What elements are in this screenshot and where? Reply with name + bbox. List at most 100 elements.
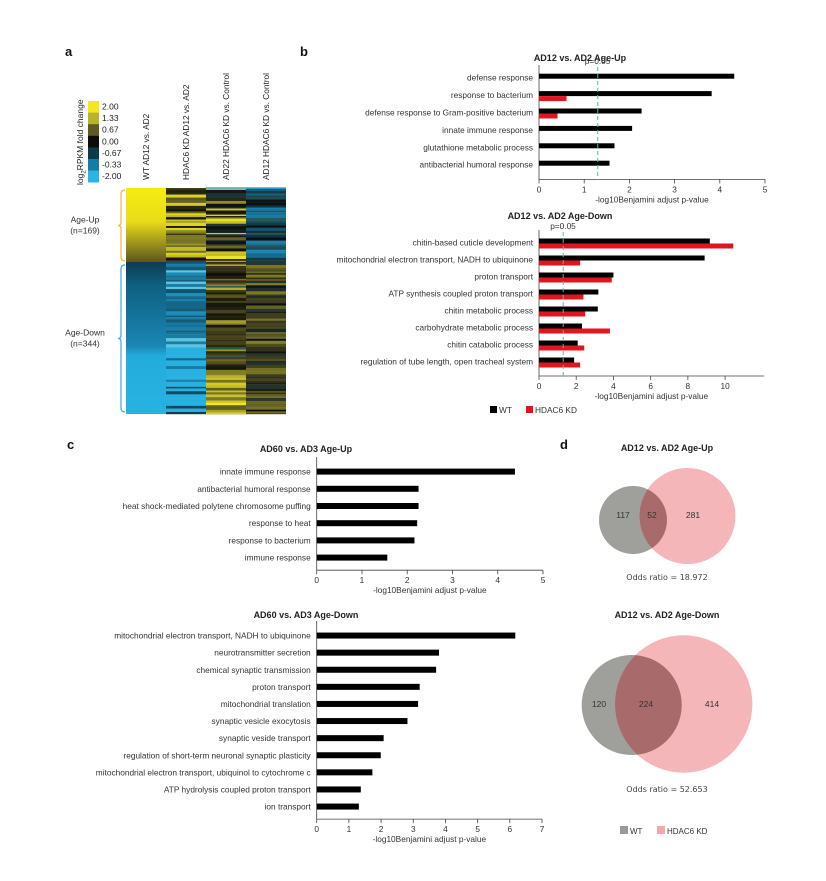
heatmap-row-stripe <box>246 214 286 218</box>
x-tick-label: 5 <box>475 824 480 834</box>
heatmap-row-stripe <box>206 232 246 235</box>
bar-hdac6-kd <box>539 362 581 368</box>
heatmap-row-stripe <box>166 247 206 251</box>
category-label: chitin catabolic process <box>447 340 533 350</box>
heatmap-row-stripe <box>166 368 206 373</box>
heatmap-row-stripe <box>246 199 286 203</box>
heatmap-row-stripe <box>166 375 206 378</box>
heatmap-row-stripe <box>166 383 206 386</box>
heatmap-row-stripe <box>166 222 206 227</box>
heatmap-row-stripe <box>206 295 246 299</box>
heatmap-row-stripe <box>206 299 246 302</box>
heatmap-row-stripe <box>166 217 206 220</box>
legend-swatch-wt <box>490 406 497 413</box>
venn-count-hdac6kd-only: 281 <box>686 510 700 520</box>
heatmap-row-stripe <box>166 322 206 325</box>
heatmap-row-stripe <box>166 219 206 221</box>
bar-wt <box>539 272 614 278</box>
category-label: regulation of tube length, open tracheal… <box>360 357 533 367</box>
category-label: immune response <box>245 553 311 563</box>
heatmap-row-stripe <box>206 192 246 197</box>
x-tick-label: 5 <box>763 184 768 194</box>
heatmap-row-stripe <box>246 341 286 344</box>
heatmap-row-stripe <box>206 234 246 236</box>
heatmap-row-stripe <box>206 355 246 358</box>
heatmap-row-stripe <box>246 371 286 375</box>
heatmap-row-stripe <box>246 210 286 213</box>
heatmap-row-stripe <box>246 303 286 306</box>
heatmap-row-stripe <box>246 397 286 402</box>
heatmap-row-stripe <box>246 209 286 211</box>
heatmap-row-stripe <box>206 412 246 415</box>
heatmap-row-stripe <box>246 260 286 262</box>
bar-chart-c-age-down: AD60 vs. AD3 Age-Down 0 1 2 3 4 5 6 7 -log10Benja… <box>96 610 545 844</box>
heatmap-row-stripe <box>206 241 246 245</box>
heatmap-row-stripe <box>206 221 246 224</box>
group-count: (n=344) <box>70 339 100 349</box>
heatmap-row-stripe <box>206 227 246 231</box>
heatmap-row-stripe <box>166 355 206 359</box>
heatmap-row-stripe <box>166 240 206 244</box>
x-tick-label: 2 <box>405 575 410 585</box>
heatmap-row-stripe <box>166 411 206 415</box>
heatmap-row-stripe <box>166 388 206 392</box>
bar-wt <box>316 632 516 639</box>
category-label: chemical synaptic transmission <box>196 665 311 675</box>
heatmap-row-stripe <box>206 366 246 371</box>
heatmap-row-stripe <box>246 265 286 268</box>
heatmap-row-stripe <box>166 358 206 361</box>
x-axis-label: -log10Benjamini adjust p-value <box>595 194 709 204</box>
heatmap-row-stripe <box>206 337 246 341</box>
heatmap-row-stripe <box>206 323 246 325</box>
panel-letter-d: d <box>560 437 568 452</box>
heatmap-row-stripe <box>166 348 206 351</box>
heatmap-row-stripe <box>246 325 286 328</box>
heatmap-row-stripe <box>206 223 246 227</box>
heatmap-row-stripe <box>246 225 286 228</box>
heatmap-row-stripe <box>246 407 286 410</box>
heatmap-row-stripe <box>166 362 206 366</box>
heatmap-row-stripe <box>246 288 286 292</box>
bar-hdac6-kd <box>539 113 558 119</box>
heatmap-row-stripe <box>246 378 286 381</box>
color-scale-swatch <box>88 159 99 171</box>
heatmap-row-stripe <box>206 394 246 398</box>
x-tick-label: 3 <box>672 184 677 194</box>
legend-label-wt: WT <box>499 405 512 415</box>
bar-wt <box>316 649 440 656</box>
venn-d-age-down: AD12 vs. AD2 Age-Down 120 224 414 Odds ratio… <box>581 610 753 794</box>
heatmap-column-header: HDAC6 KD AD12 vs. AD2 <box>181 84 191 180</box>
bar-wt <box>539 323 582 329</box>
category-label: antibacterial humoral response <box>420 160 534 170</box>
x-axis-label: -log10Benjamini adjust p-value <box>595 391 709 401</box>
bar-hdac6-kd <box>539 243 734 249</box>
x-tick-label: 3 <box>411 824 416 834</box>
heatmap-row-stripe <box>206 317 246 321</box>
heatmap-row-stripe <box>166 281 206 285</box>
heatmap-row-stripe <box>246 380 286 383</box>
bar-hdac6-kd <box>539 345 585 351</box>
heatmap-row-stripe <box>246 248 286 251</box>
bar-wt <box>316 769 373 776</box>
panel-letter-c: c <box>67 437 74 452</box>
heatmap-row-stripe <box>206 405 246 409</box>
bar-wt <box>316 666 437 673</box>
venn-count-wt-only: 120 <box>592 699 606 709</box>
heatmap-row-stripe <box>246 363 286 366</box>
heatmap-row-stripe <box>166 338 206 342</box>
color-scale-value: 2.00 <box>102 102 119 112</box>
heatmap-row-stripe <box>246 283 286 286</box>
heatmap-row-stripe <box>206 356 246 359</box>
heatmap-row-stripe <box>206 324 246 328</box>
heatmap-row-stripe <box>166 213 206 216</box>
bar-wt <box>539 255 705 261</box>
heatmap-row-stripe <box>166 332 206 334</box>
heatmap-row-stripe <box>166 324 206 328</box>
heatmap-row-stripe <box>206 292 246 295</box>
heatmap-row-stripe <box>246 409 286 412</box>
heatmap-row-stripe <box>246 217 286 222</box>
heatmap-row-stripe <box>206 254 246 256</box>
heatmap-row-stripe <box>206 349 246 352</box>
heatmap-row-stripe <box>246 257 286 261</box>
heatmap-row-stripe <box>206 282 246 285</box>
